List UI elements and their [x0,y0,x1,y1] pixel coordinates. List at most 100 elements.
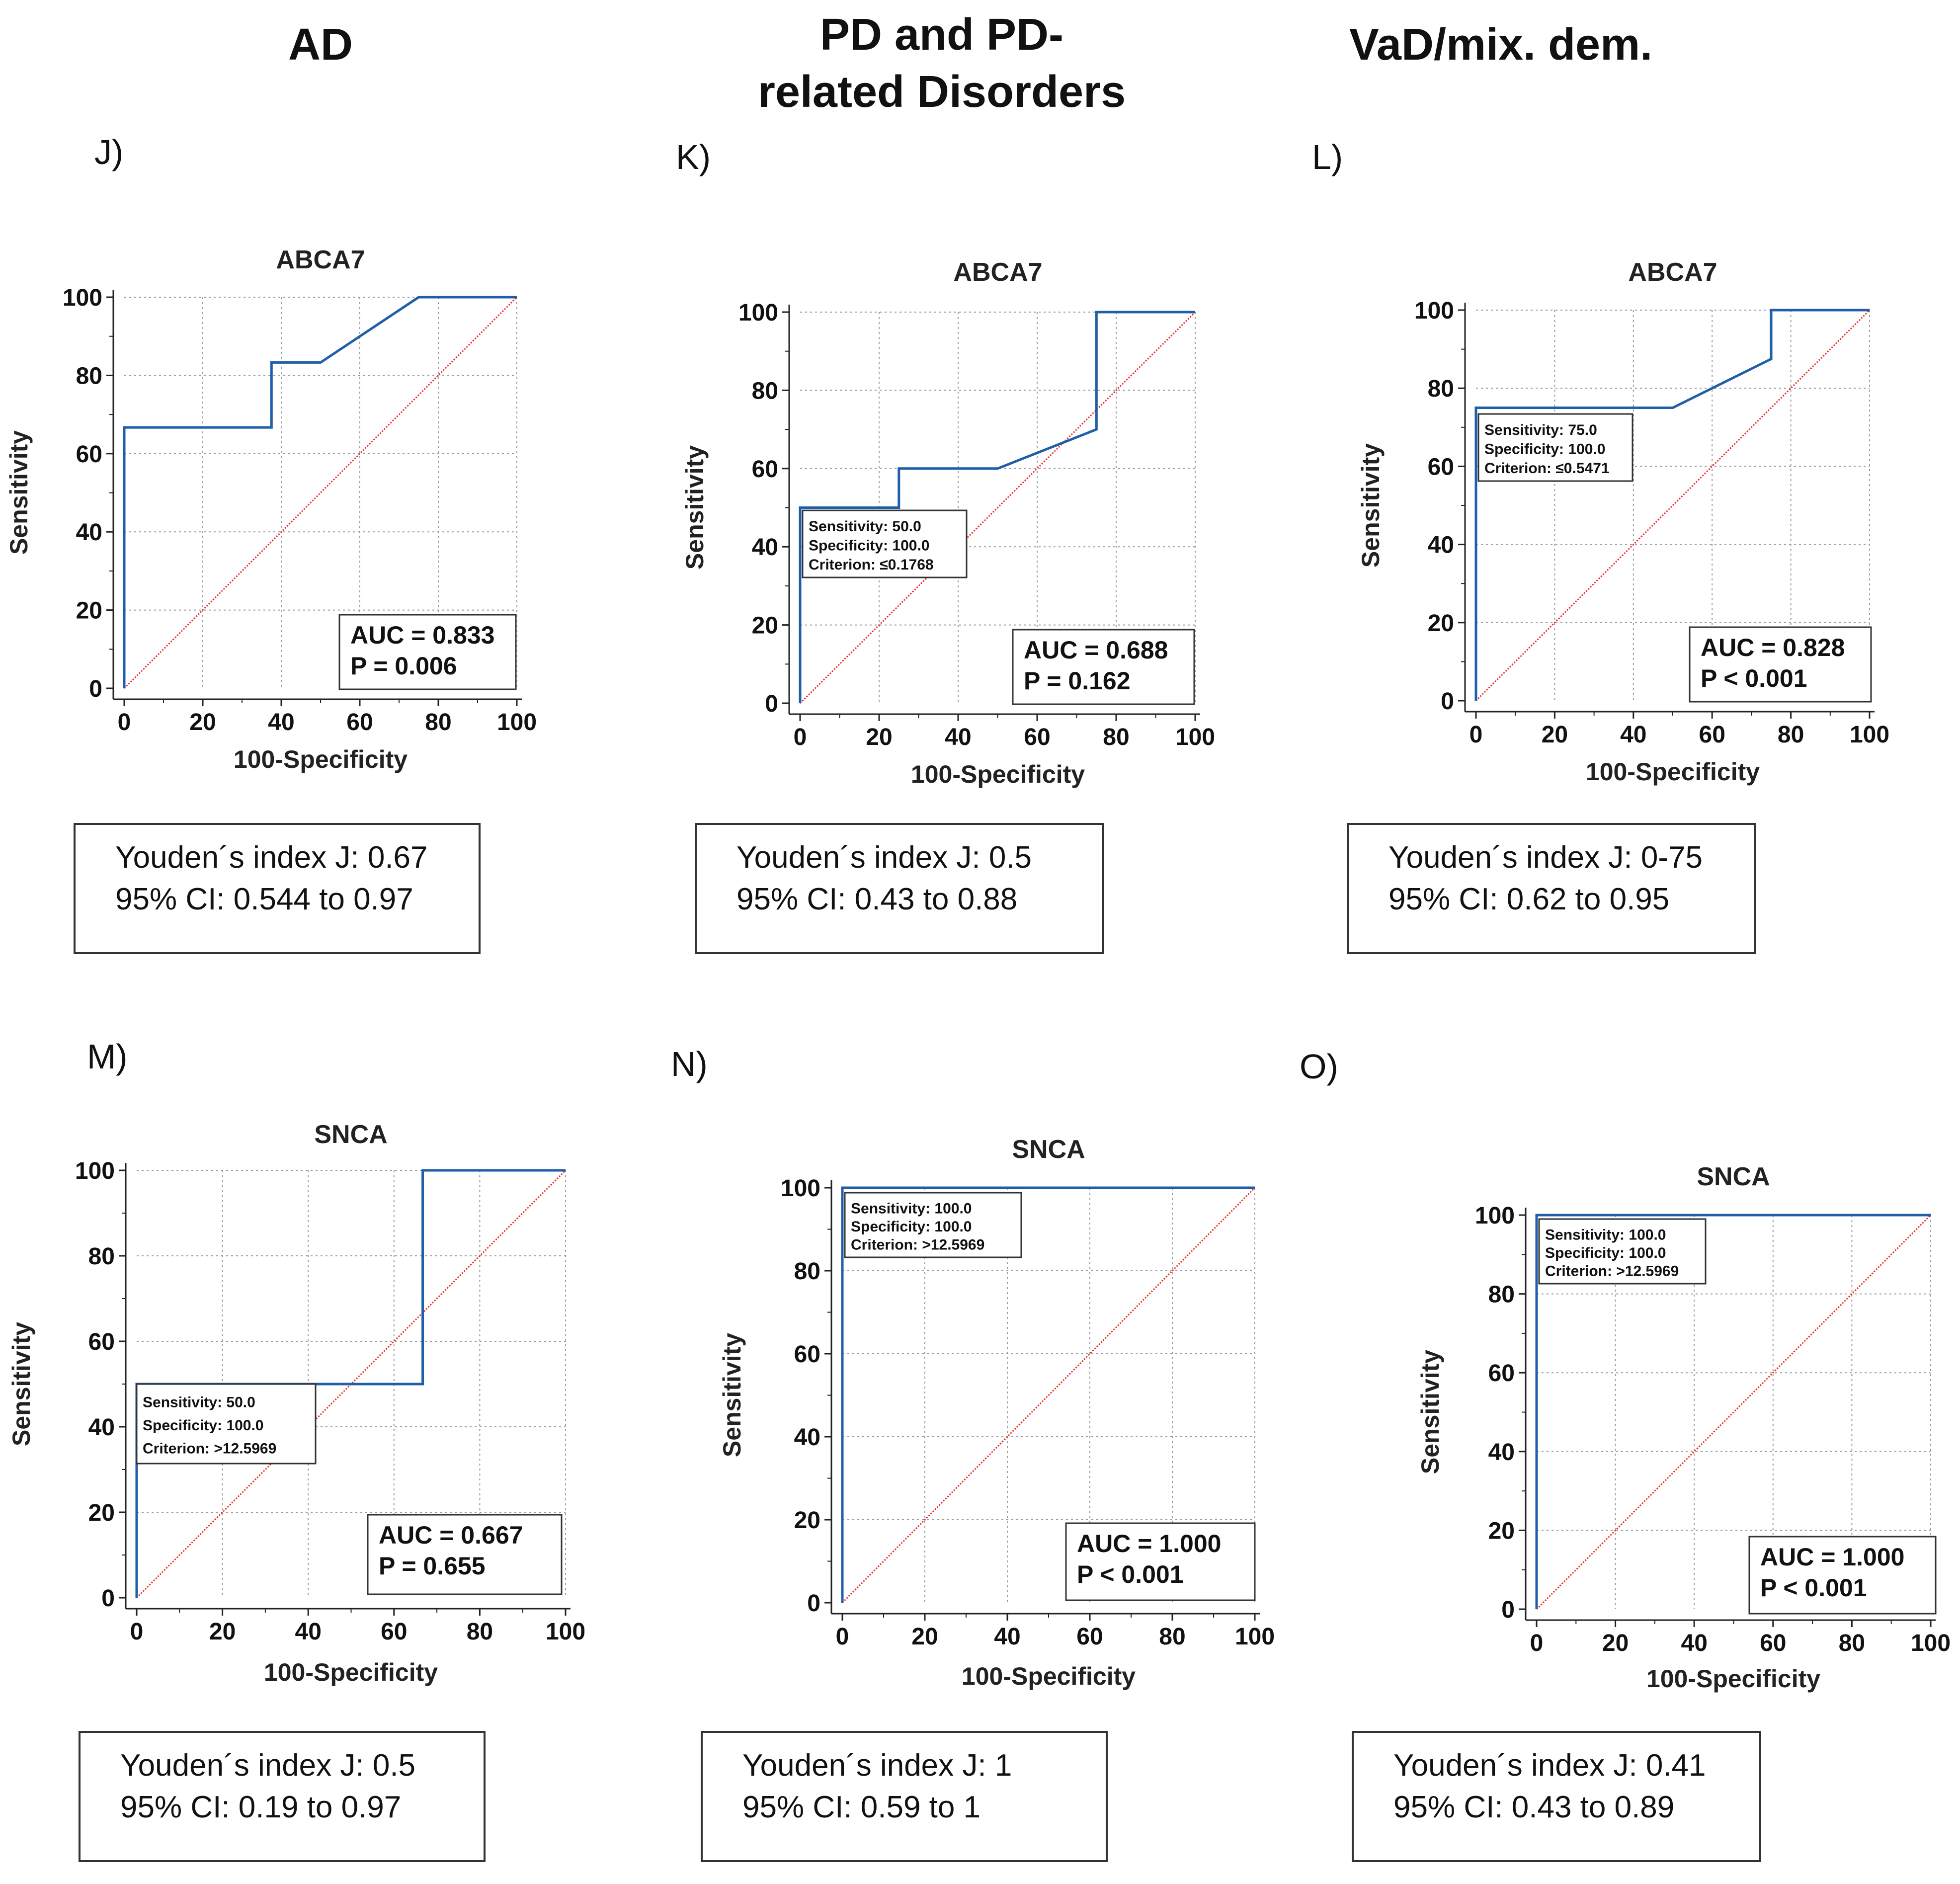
auc-box: AUC = 0.828 P < 0.001 [1689,626,1872,703]
roc-curve [1474,309,1870,701]
column-header: PD and PD-related Disorders [758,10,1126,117]
x-tick-label: 100 [1850,722,1889,748]
x-tick-label: 20 [1542,722,1568,748]
column-header-line: PD and PD- [820,10,1063,60]
auc-box: AUC = 0.688 P = 0.162 [1012,629,1195,705]
x-tick-label: 0 [836,1624,849,1650]
x-tick-label: 20 [866,724,892,750]
x-tick-label: 40 [1620,722,1646,748]
y-tick-label: 80 [76,363,102,389]
auc-value: AUC = 0.833 [350,621,494,649]
roc-panel: N) SNCA 00 20 20 40 40 60 60 80 80 100 100 100-Specif… [671,1045,1275,1862]
criterion-line: Specificity: 100.0 [851,1219,972,1235]
x-tick-label: 60 [1024,724,1050,750]
chart-title: SNCA [1012,1135,1085,1164]
chart-title: ABCA7 [953,258,1042,287]
x-tick-label: 100 [1175,724,1215,750]
auc-box-frame [338,614,517,690]
y-tick-label: 100 [1414,298,1454,324]
panel-label: L) [1312,138,1343,176]
youden-box-frame [1352,1731,1761,1862]
y-tick-label: 100 [1475,1203,1515,1229]
y-axis-title: Sensitivity [1357,443,1385,568]
youden-ci: 95% CI: 0.59 to 1 [742,1790,980,1824]
youden-index: Youden´s index J: 0.67 [115,840,428,875]
y-tick-label: 40 [76,519,102,546]
x-tick-label: 100 [1911,1630,1951,1656]
y-tick-label: 80 [1428,376,1454,402]
criterion-line: Sensitivity: 75.0 [1484,422,1597,438]
x-axis-title: 100-Specificity [1586,758,1760,786]
x-tick-label: 100 [497,709,537,736]
y-tick-label: 0 [1441,688,1454,715]
youden-ci: 95% CI: 0.43 to 0.88 [736,882,1017,916]
x-tick-label: 80 [1159,1624,1185,1650]
youden-box: Youden´s index J: 0.5 95% CI: 0.19 to 0.9… [79,1731,486,1862]
criterion-line: Sensitivity: 50.0 [143,1394,255,1410]
criterion-box: Sensitivity: 100.0 Specificity: 100.0 Crit… [844,1192,1022,1258]
y-tick-label: 20 [76,598,102,624]
youden-box: Youden´s index J: 0.67 95% CI: 0.544 to 0… [74,823,481,954]
y-axis-title: Sensitivity [5,430,33,555]
panel-label: N) [671,1045,708,1083]
p-value: P = 0.162 [1024,667,1131,695]
youden-ci: 95% CI: 0.544 to 0.97 [115,882,413,916]
youden-box: Youden´s index J: 1 95% CI: 0.59 to 1 [701,1731,1108,1862]
chart-title: SNCA [1697,1162,1770,1191]
youden-box-frame [695,823,1104,954]
reference-diagonal [841,1187,1256,1604]
auc-box-frame [1689,626,1872,703]
x-tick-label: 40 [1681,1630,1708,1656]
p-value: P < 0.001 [1077,1560,1184,1588]
roc-curve [123,296,517,688]
criterion-box: Sensitivity: 50.0 Specificity: 100.0 Crite… [802,509,968,578]
auc-value: AUC = 1.000 [1760,1543,1904,1571]
youden-ci: 95% CI: 0.19 to 0.97 [120,1790,401,1824]
reference-diagonal [799,311,1196,704]
chart-title: ABCA7 [276,246,365,274]
x-tick-label: 80 [467,1619,493,1645]
x-tick-label: 60 [1760,1630,1786,1656]
x-tick-label: 40 [268,709,294,736]
criterion-box: Sensitivity: 50.0 Specificity: 100.0 Crite… [136,1383,317,1465]
y-axis-title: Sensitivity [7,1322,35,1446]
y-tick-label: 80 [794,1258,820,1285]
criterion-box-frame [1477,413,1633,482]
panel-label: J) [94,133,123,171]
criterion-line: Specificity: 100.0 [143,1417,263,1434]
criterion-box-frame [844,1192,1022,1258]
x-tick-label: 60 [346,709,373,736]
column-header: AD [288,20,353,70]
criterion-line: Specificity: 100.0 [1484,441,1605,458]
y-tick-label: 40 [1428,532,1454,559]
panel-label: O) [1300,1047,1338,1086]
p-value: P < 0.001 [1760,1574,1867,1602]
column-header-line: related Disorders [758,67,1126,117]
auc-value: AUC = 1.000 [1077,1530,1221,1557]
y-tick-label: 100 [75,1158,115,1184]
p-value: P = 0.655 [379,1552,486,1580]
youden-index: Youden´s index J: 1 [742,1748,1012,1783]
x-tick-label: 0 [794,724,807,750]
criterion-box-frame [802,509,968,578]
youden-box-frame [79,1731,486,1862]
panel-label: K) [676,138,711,176]
x-axis-title: 100-Specificity [962,1662,1136,1690]
y-tick-label: 0 [89,676,102,702]
x-tick-label: 80 [425,709,451,736]
auc-value: AUC = 0.667 [379,1521,523,1549]
x-tick-label: 20 [189,709,216,736]
column-header: VaD/mix. dem. [1349,20,1652,70]
youden-box-frame [1347,823,1756,954]
roc-panel: L) ABCA7 00 20 20 40 40 60 60 80 80 100 100 100-Speci… [1312,138,1889,954]
y-axis-title: Sensitivity [681,445,709,570]
x-tick-label: 0 [1470,722,1483,748]
x-tick-label: 0 [118,709,131,736]
roc-panel: K) ABCA7 00 20 20 40 40 60 60 80 80 100 100 100-Speci… [676,138,1215,954]
y-tick-label: 0 [765,691,778,717]
auc-box-frame [1065,1522,1256,1601]
criterion-line: Criterion: >12.5969 [143,1441,276,1457]
criterion-line: Sensitivity: 100.0 [851,1200,972,1217]
chart-title: SNCA [314,1120,387,1149]
criterion-box: Sensitivity: 75.0 Specificity: 100.0 Crite… [1477,413,1633,482]
